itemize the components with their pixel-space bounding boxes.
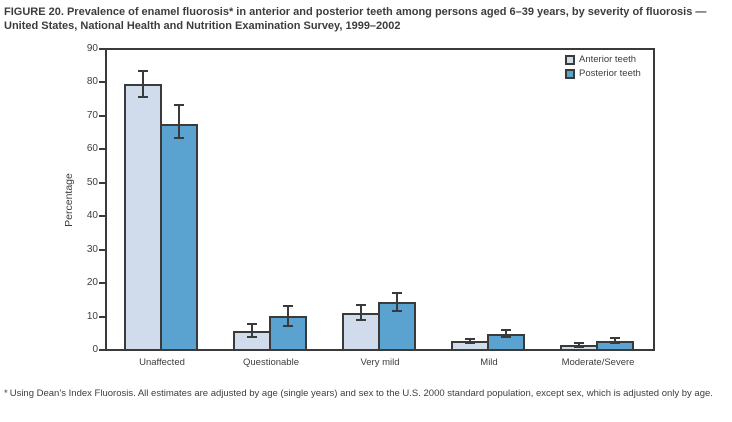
y-axis-tick	[99, 282, 106, 285]
error-bar-cap-bottom	[174, 137, 184, 140]
x-axis-label: Very mild	[360, 357, 400, 368]
y-axis-tick-label: 20	[86, 277, 98, 289]
error-bar	[287, 305, 289, 327]
x-axis-label: Moderate/Severe	[561, 357, 635, 368]
figure-title: FIGURE 20. Prevalence of enamel fluorosi…	[4, 6, 707, 32]
x-axis-label: Unaffected	[139, 357, 185, 368]
legend-item-posterior-teeth: Posterior teeth	[565, 68, 641, 79]
error-bar-cap-top	[174, 103, 184, 106]
error-bar-cap-bottom	[465, 342, 475, 345]
bar-anterior-teeth-unaffected	[124, 83, 162, 349]
y-axis-tick-label: 60	[86, 143, 98, 155]
error-bar-cap-bottom	[247, 336, 257, 339]
legend-label: Posterior teeth	[579, 68, 641, 79]
y-axis-tick	[99, 181, 106, 184]
y-axis-tick	[99, 148, 106, 151]
error-bar	[505, 330, 507, 337]
error-bar-cap-bottom	[283, 325, 293, 328]
footnote: * Using Dean’s Index Fluorosis. All estim…	[4, 388, 732, 401]
y-axis-tick	[99, 81, 106, 84]
y-axis-tick-label: 0	[92, 344, 98, 355]
y-axis-tick	[99, 48, 106, 50]
legend-swatch-icon	[565, 54, 575, 65]
error-bar-cap-bottom	[392, 309, 402, 312]
error-bar-cap-top	[574, 342, 584, 345]
y-axis-tick-label: 90	[86, 43, 98, 54]
footnote-text: Using Dean’s Index Fluorosis. All estima…	[9, 388, 713, 399]
legend-label: Anterior teeth	[579, 54, 637, 65]
y-axis-tick-label: 70	[86, 109, 98, 121]
x-axis-label: Questionable	[243, 357, 299, 368]
footnote-marker: *	[4, 388, 8, 399]
y-axis-tick-label: 30	[86, 243, 98, 255]
error-bar-cap-top	[356, 304, 366, 307]
error-bar	[251, 323, 253, 338]
error-bar-cap-top	[501, 329, 511, 332]
error-bar-cap-top	[138, 69, 148, 72]
y-axis-tick	[99, 248, 106, 251]
y-axis-tick	[99, 215, 106, 218]
y-axis-tick	[99, 114, 106, 117]
error-bar	[396, 292, 398, 311]
error-bar-cap-bottom	[356, 319, 366, 322]
legend-swatch-icon	[565, 68, 575, 79]
error-bar-cap-top	[247, 322, 257, 325]
error-bar	[178, 104, 180, 139]
y-axis-tick-label: 10	[86, 310, 98, 322]
legend: Anterior teeth Posterior teeth	[565, 54, 641, 82]
error-bar	[360, 305, 362, 321]
plot-inner: Anterior teeth Posterior teeth	[107, 50, 653, 349]
error-bar-cap-bottom	[138, 96, 148, 99]
error-bar-cap-top	[465, 338, 475, 341]
y-axis-tick	[99, 315, 106, 318]
error-bar-cap-top	[392, 291, 402, 294]
y-axis-tick-label: 50	[86, 176, 98, 188]
legend-item-anterior-teeth: Anterior teeth	[565, 54, 641, 65]
y-axis-tick-label: 80	[86, 76, 98, 88]
x-axis-label: Mild	[480, 357, 498, 368]
error-bar-cap-top	[283, 304, 293, 307]
error-bar-cap-top	[610, 337, 620, 340]
error-bar	[469, 339, 471, 343]
error-bar-cap-bottom	[610, 341, 620, 344]
error-bar	[142, 70, 144, 98]
y-axis-tick	[99, 349, 106, 351]
bar-posterior-teeth-unaffected	[160, 123, 198, 349]
error-bar	[614, 338, 616, 343]
error-bar	[578, 343, 580, 347]
error-bar-cap-bottom	[501, 335, 511, 338]
plot-area: Anterior teeth Posterior teeth	[105, 48, 655, 351]
y-axis-label: Percentage	[63, 173, 75, 227]
error-bar-cap-bottom	[574, 345, 584, 348]
y-axis-tick-label: 40	[86, 210, 98, 222]
